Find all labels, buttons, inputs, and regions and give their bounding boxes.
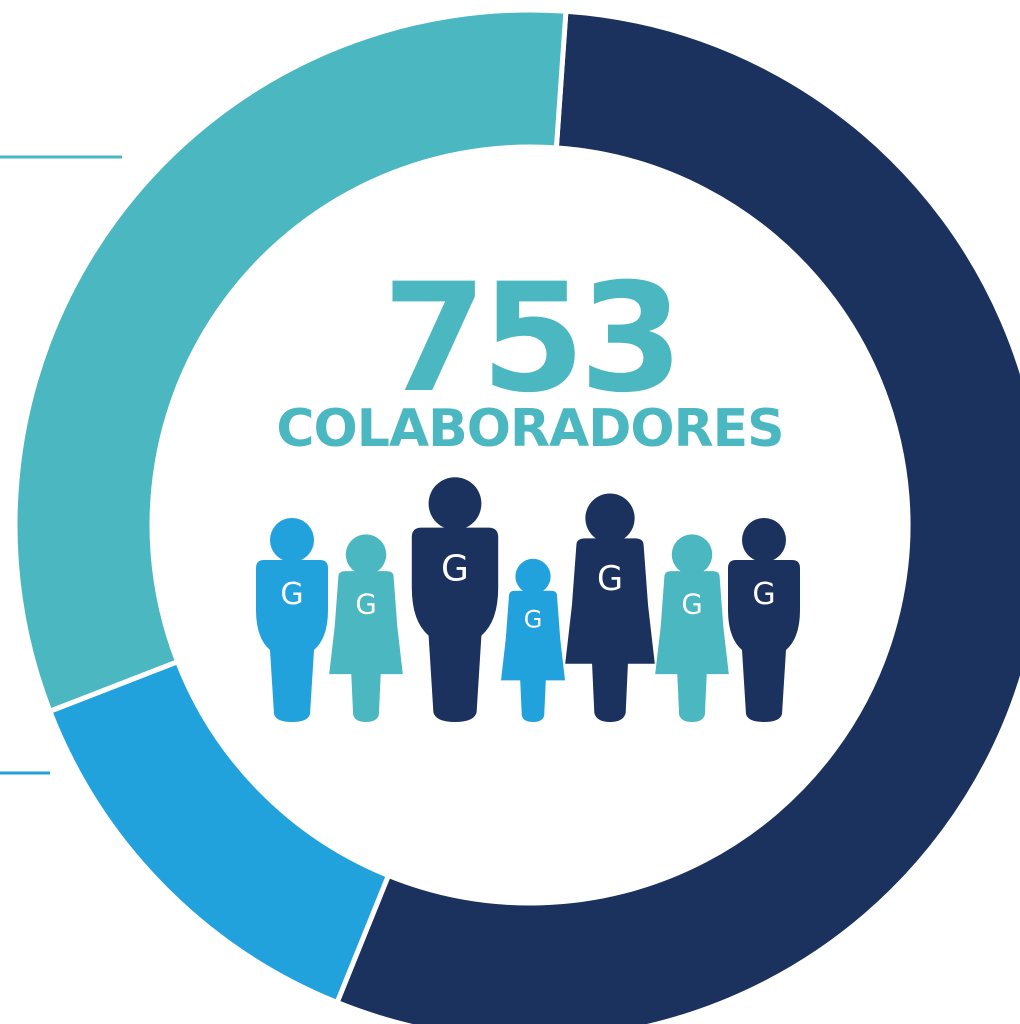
person-body — [565, 538, 655, 722]
total-count: 753 — [382, 252, 677, 426]
person-letter: G — [441, 548, 469, 589]
person-head — [345, 534, 387, 575]
donut-slice-3 — [12, 7, 569, 715]
person-head — [270, 518, 314, 562]
person-head — [428, 477, 482, 530]
person-head — [742, 518, 786, 562]
person-body — [411, 527, 499, 722]
person-body — [329, 571, 403, 722]
people-icons: G G G G G G G — [256, 477, 800, 722]
person-body — [655, 571, 729, 722]
donut-slice-1 — [333, 8, 1020, 1024]
person-body — [728, 560, 800, 722]
person-letter: G — [597, 559, 623, 598]
person-letter: G — [355, 587, 376, 620]
person-icon: G — [655, 534, 729, 722]
person-head — [671, 534, 713, 575]
person-icon: G — [329, 534, 403, 722]
person-body — [256, 560, 328, 722]
person-icon: G — [501, 558, 565, 722]
donut-slice-2 — [46, 658, 392, 1006]
person-head — [515, 558, 551, 594]
person-letter: G — [280, 577, 303, 612]
leader-lines — [0, 155, 122, 775]
person-head — [585, 493, 635, 543]
person-icon: G — [565, 493, 655, 722]
person-icon: G — [728, 518, 800, 722]
person-letter: G — [524, 606, 543, 634]
person-icon: G — [256, 518, 328, 722]
person-letter: G — [681, 587, 702, 620]
total-label: COLABORADORES — [276, 399, 783, 459]
donut-slices — [12, 7, 1020, 1024]
person-letter: G — [752, 577, 775, 612]
person-icon: G — [411, 477, 499, 722]
person-body — [501, 590, 565, 722]
